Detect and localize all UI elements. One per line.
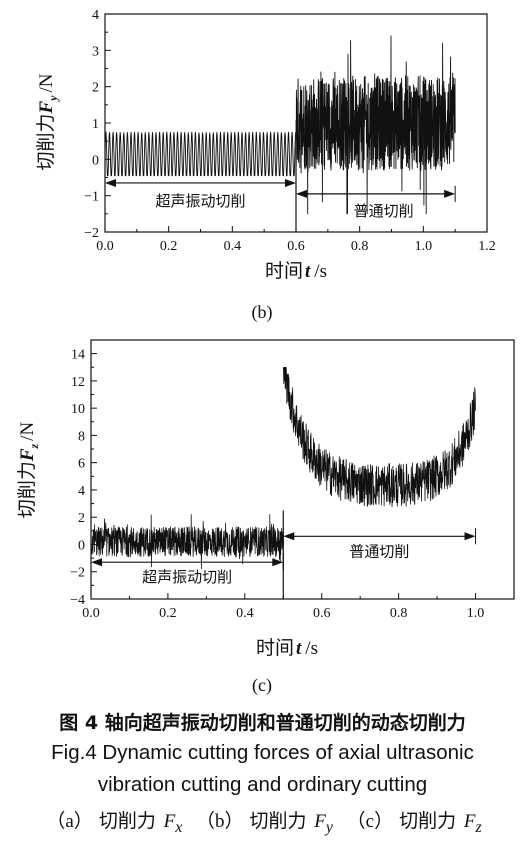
panel-label-b: (b) [252, 302, 273, 323]
caption-cn: 图 4 轴向超声振动切削和普通切削的动态切削力 [59, 712, 466, 734]
y-tick-label: 1 [92, 117, 99, 132]
chart-panel-c: 0.0 0.2 0.4 0.6 0.8 1.0 −4 −2 0 2 4 6 8 10 12 14 超声振动切… [16, 339, 515, 696]
y-tick-label: −2 [84, 226, 99, 241]
y-tick-label: −2 [70, 566, 85, 581]
x-axis-ticks-c: 0.0 0.2 0.4 0.6 0.8 1.0 [82, 593, 484, 621]
caption-en-line1: Fig.4 Dynamic cutting forces of axial ul… [51, 741, 474, 764]
x-tick-label: 1.0 [467, 606, 485, 621]
caption-en-line2: vibration cutting and ordinary cutting [97, 773, 428, 796]
series-line-segment-2 [295, 35, 456, 215]
x-tick-label: 0.8 [351, 239, 369, 254]
x-axis-label-b: 时间 t/s [265, 260, 327, 282]
series-line-segment-1 [90, 514, 284, 570]
arrow-ordinary-head-left [296, 189, 307, 198]
label-ordinary: 普通切削 [349, 542, 409, 560]
series-c [90, 366, 476, 570]
arrow-ultrasonic [90, 554, 284, 571]
x-tick-label: 0.8 [390, 606, 408, 621]
x-tick-label: 0.0 [82, 606, 100, 621]
arrow-ordinary-head-right [464, 532, 476, 541]
y-tick-label: 6 [78, 457, 85, 472]
label-ordinary: 普通切削 [354, 202, 414, 220]
caption-subfigures: （a） 切削力 Fx （b） 切削力 Fy （c） 切削力 Fz [0, 806, 525, 837]
y-axis-label-b: 切削力Fy/N [35, 73, 60, 170]
x-tick-label: 1.2 [478, 239, 496, 254]
arrow-ultrasonic-head-right [285, 178, 296, 187]
arrow-ultrasonic-head-left [105, 178, 116, 187]
plot-frame-c [90, 339, 515, 600]
y-tick-label: −4 [70, 593, 85, 608]
y-axis-label-c: 切削力Fz/N [16, 422, 41, 519]
caption-sub-c: （c） 切削力 Fz [346, 811, 482, 836]
arrow-ordinary-head-right [444, 189, 456, 198]
y-tick-label: 14 [71, 348, 85, 363]
y-tick-label: 2 [78, 511, 85, 526]
y-tick-label: 0 [78, 538, 85, 553]
arrow-ultrasonic-head-right [272, 558, 284, 567]
y-axis-ticks-b: −2 −1 0 1 2 3 4 [84, 8, 111, 241]
y-tick-label: −1 [84, 190, 99, 205]
y-tick-label: 12 [71, 375, 85, 390]
x-tick-label: 0.2 [159, 606, 177, 621]
y-tick-label: 4 [78, 484, 85, 499]
x-tick-label: 1.0 [415, 239, 433, 254]
x-axis-label-c: 时间 t/s [256, 637, 318, 659]
label-ultrasonic: 超声振动切削 [142, 568, 232, 586]
label-ultrasonic: 超声振动切削 [155, 192, 245, 210]
y-axis-ticks-c: −4 −2 0 2 4 6 8 10 12 14 [70, 348, 97, 608]
arrow-ultrasonic-head-left [91, 558, 102, 567]
caption-sub-a: （a） 切削力 Fx [46, 811, 183, 836]
chart-panel-b: 0.0 0.2 0.4 0.6 0.8 1.0 1.2 −2 −1 0 1 2 3 4 超声振动切削普通… [35, 8, 496, 323]
y-tick-label: 10 [71, 402, 85, 417]
y-tick-label: 2 [92, 81, 99, 96]
x-tick-label: 0.6 [313, 606, 331, 621]
arrow-ultrasonic [104, 174, 297, 191]
x-tick-label: 0.0 [96, 239, 114, 254]
annotations-c: 超声振动切削 普通切削 [90, 510, 477, 599]
x-tick-label: 0.4 [236, 606, 254, 621]
arrow-ordinary [295, 185, 456, 202]
series-line-segment-2 [282, 366, 476, 508]
y-tick-label: 3 [92, 44, 99, 59]
panel-label-c: (c) [252, 675, 272, 696]
series-b [104, 35, 456, 215]
y-tick-label: 0 [92, 153, 99, 168]
x-tick-label: 0.6 [287, 239, 305, 254]
arrow-ordinary [282, 528, 477, 545]
caption-sub-b: （b） 切削力 Fy [195, 811, 333, 836]
y-tick-label: 4 [92, 8, 99, 23]
arrow-ordinary-head-left [283, 532, 295, 541]
y-tick-label: 8 [78, 429, 85, 444]
x-tick-label: 0.2 [160, 239, 178, 254]
series-line-segment-1 [104, 131, 297, 177]
x-tick-label: 0.4 [224, 239, 242, 254]
